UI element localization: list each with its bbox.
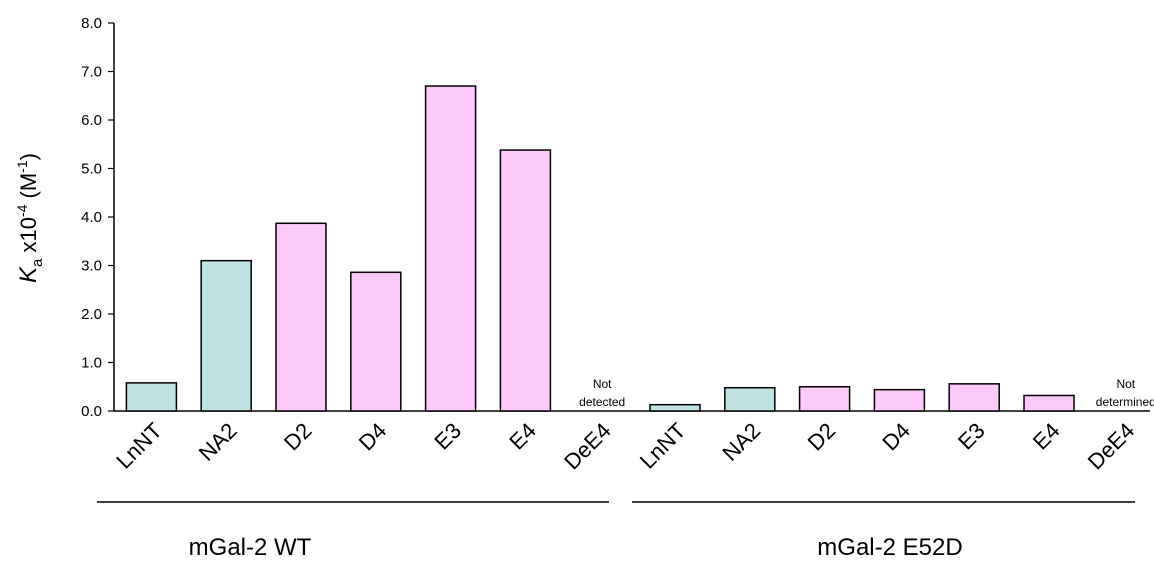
bar-na2-e52d [724,386,776,412]
x-tick-label: D2 [803,418,841,456]
bar-e4-e52d [1023,394,1075,412]
group-labels: mGal-2 WT mGal-2 E52D [97,501,1135,561]
x-tick-label: NA2 [717,418,765,466]
y-tick-label: 6.0 [81,112,102,129]
y-tick-label: 4.0 [81,209,102,226]
bar-annotation: detected [579,395,625,409]
x-tick-label: E3 [429,418,466,455]
bar-lnnt-wt [125,382,178,412]
bar-e4-wt [499,149,552,412]
y-tick-label: 1.0 [81,355,102,372]
bar-annotation: Not [593,377,612,391]
y-label-exponent: -4 [14,204,30,217]
x-tick-label: DeE4 [1083,418,1140,475]
y-label-symbol: K [15,266,42,283]
bar-annotation: determined [1096,395,1154,409]
x-tick-label: E4 [1028,418,1065,455]
y-tick-label: 5.0 [81,161,102,178]
x-tick-label: DeE4 [559,418,616,475]
bar-e3-e52d [948,383,1000,412]
y-label-subscript: a [29,258,46,267]
y-label-unit-close: ) [16,153,41,160]
bar-e3-wt [424,85,477,412]
bar-d4-e52d [873,388,926,412]
group-label: mGal-2 E52D [817,534,962,561]
bar-annotation: Not [1116,377,1135,391]
y-label-unit: (M [16,173,41,205]
x-tick-label: D4 [877,418,915,456]
group-label: mGal-2 WT [189,534,312,561]
x-tick-label: NA2 [194,418,242,466]
x-tick-label: D4 [354,418,392,456]
x-tick-label: LnNT [635,418,691,474]
y-axis-label: Ka x10-4 (M-1) [14,153,46,283]
x-tick-label: E3 [953,418,990,455]
x-tick-label: LnNT [111,418,167,474]
y-label-multiplier: x10 [16,217,41,259]
y-tick-label: 7.0 [81,64,102,81]
bar-d2-wt [275,222,327,412]
x-tick-labels: LnNT NA2 D2 D4 E3 E4 DeE4 LnNT NA2 D2 D4 E3 E4 DeE4 [111,418,1139,475]
y-label-unit-exponent: -1 [14,160,30,173]
bar-d2-e52d [798,386,851,412]
bar-d4-wt [350,271,402,412]
bar-na2-wt [200,259,252,412]
bar-lnnt-e52d [649,403,701,412]
y-tick-label: 3.0 [81,258,102,275]
y-tick-label: 8.0 [81,15,102,32]
x-tick-label: D2 [279,418,317,456]
y-tick-label: 2.0 [81,306,102,323]
y-tick-label: 0.0 [81,403,102,420]
bars: Not detected Not determined [125,85,1154,412]
x-tick-label: E4 [504,418,541,455]
